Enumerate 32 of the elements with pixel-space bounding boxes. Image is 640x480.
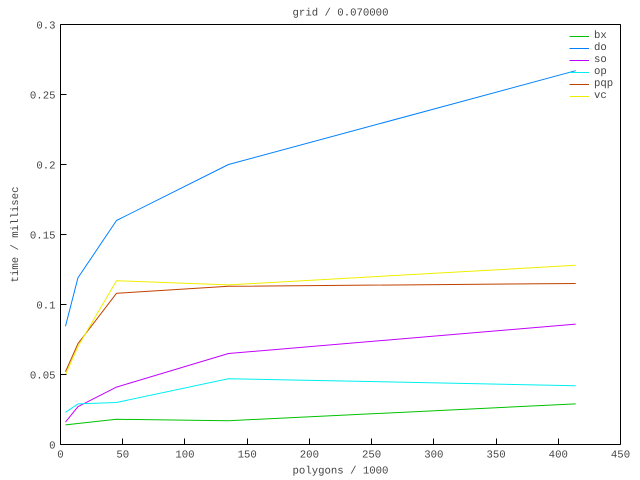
x-tick-label: 350: [486, 450, 506, 462]
line-series: [64, 283, 576, 372]
x-tick-label: 450: [610, 450, 630, 462]
chart-title: grid / 0.070000: [292, 8, 388, 20]
x-tick-label: 150: [238, 450, 257, 462]
line-series: [64, 70, 576, 327]
legend-label: op: [594, 66, 608, 78]
line-series: [64, 264, 576, 375]
x-tick-label: 100: [175, 450, 195, 462]
y-tick-label: 0.1: [36, 300, 56, 312]
x-tick-label: 250: [362, 450, 382, 462]
line-series: [64, 378, 576, 413]
line-series: [64, 324, 576, 423]
legend-label: so: [594, 54, 608, 66]
y-axis-title: time / millisec: [10, 186, 22, 282]
legend-label: bx: [594, 30, 608, 42]
x-tick-label: 300: [424, 450, 444, 462]
x-tick-label: 400: [548, 450, 568, 462]
legend-label: do: [594, 42, 608, 54]
x-tick-label: 50: [116, 450, 130, 462]
y-tick-label: 0.15: [30, 230, 56, 242]
x-tick-label: 0: [57, 450, 64, 462]
legend-label: vc: [594, 90, 608, 102]
x-tick-label: 200: [300, 450, 319, 462]
y-tick-label: 0.3: [36, 20, 56, 32]
legend-label: pqp: [594, 78, 614, 90]
y-tick-label: 0.05: [30, 370, 56, 382]
x-axis-title: polygons / 1000: [292, 466, 388, 478]
y-tick-label: 0.25: [30, 90, 56, 102]
y-tick-label: 0: [49, 440, 56, 452]
line-series: [64, 403, 576, 426]
y-tick-label: 0.2: [36, 160, 56, 172]
